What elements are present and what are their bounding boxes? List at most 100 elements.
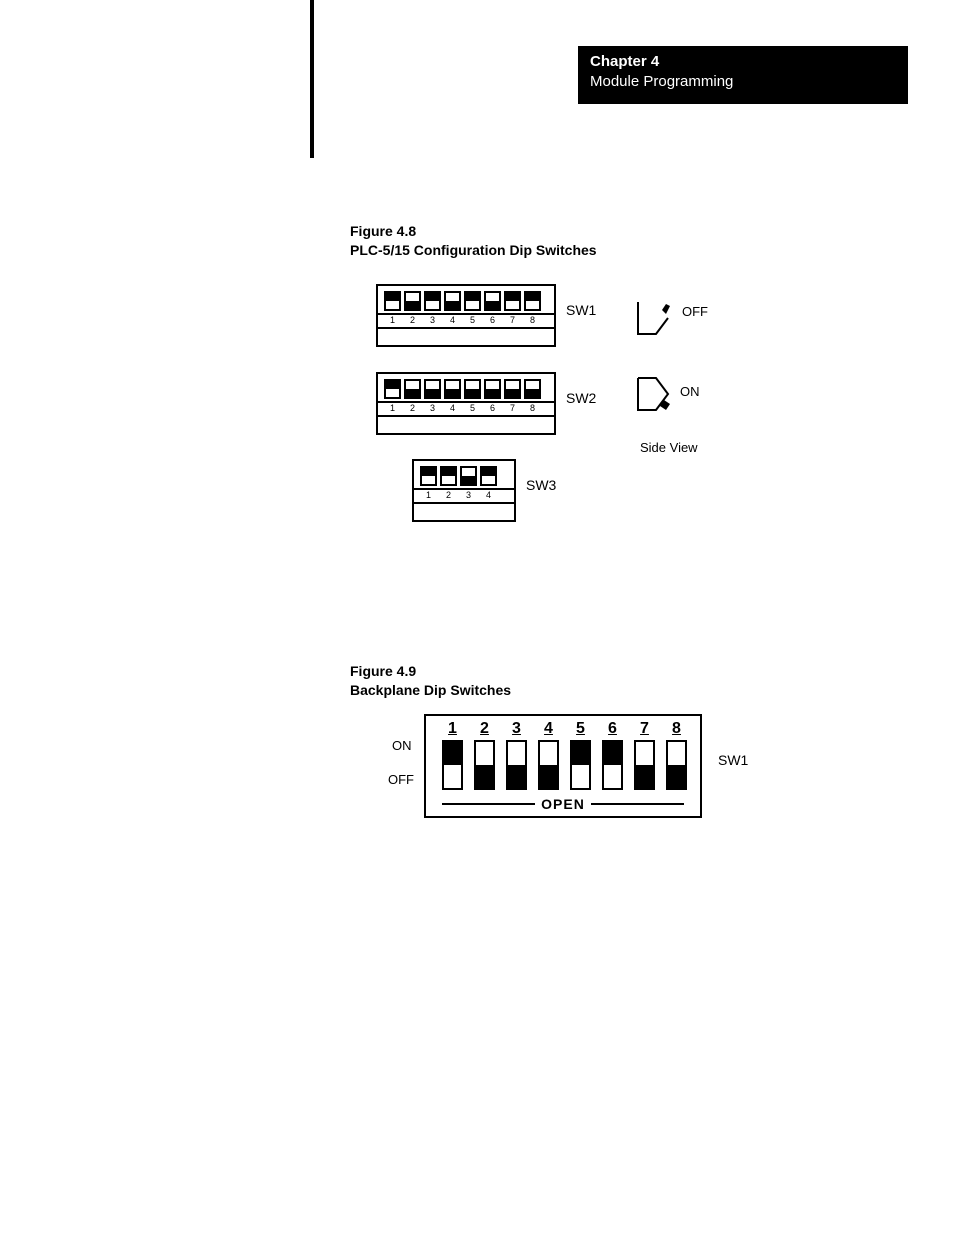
sw2-switches [378, 374, 554, 403]
sw2-switch-5 [464, 379, 481, 399]
backplane-switch-8 [666, 740, 687, 790]
rocker-icon [406, 301, 419, 309]
sw1-number-5: 5 [464, 315, 481, 325]
sw2-switch-7 [504, 379, 521, 399]
rocker-icon [476, 765, 493, 788]
sw2-number-2: 2 [404, 403, 421, 413]
vertical-rule [310, 0, 314, 158]
sw3-switch-4 [480, 466, 497, 486]
backplane-columns: 12345678 [426, 716, 700, 796]
rocker-icon [668, 765, 685, 788]
rocker-icon [386, 293, 399, 301]
rocker-icon [426, 293, 439, 301]
backplane-col-5: 5 [570, 720, 591, 790]
rocker-icon [482, 468, 495, 476]
rocker-icon [572, 742, 589, 765]
rocker-icon [426, 389, 439, 397]
open-line-left [442, 803, 535, 805]
sw1-switch-5 [464, 291, 481, 311]
rocker-icon [486, 301, 499, 309]
sw1-switch-7 [504, 291, 521, 311]
sw1-base [378, 329, 554, 345]
rocker-icon [506, 293, 519, 301]
sw3-number-1: 1 [420, 490, 437, 500]
backplane-block: 12345678 OPEN [424, 714, 702, 818]
backplane-switch-1 [442, 740, 463, 790]
sw2-numbers: 12345678 [378, 403, 554, 417]
backplane-number-7: 7 [640, 720, 649, 738]
sw1-label: SW1 [566, 302, 596, 318]
rocker-icon [406, 389, 419, 397]
sw3-switch-3 [460, 466, 477, 486]
rocker-off-icon [636, 300, 672, 336]
sw1-switch-6 [484, 291, 501, 311]
sw2-number-3: 3 [424, 403, 441, 413]
sw1-numbers: 12345678 [378, 315, 554, 329]
sw1-number-2: 2 [404, 315, 421, 325]
sw3-number-4: 4 [480, 490, 497, 500]
figure-4-9-caption: Figure 4.9 Backplane Dip Switches [350, 662, 511, 700]
backplane-switch-7 [634, 740, 655, 790]
sw3-label: SW3 [526, 477, 556, 493]
rocker-icon [508, 765, 525, 788]
sw1-number-7: 7 [504, 315, 521, 325]
figure-4-8-title: PLC-5/15 Configuration Dip Switches [350, 241, 597, 260]
side-view-on [636, 376, 672, 417]
side-view-off [636, 300, 672, 341]
header-chapter: Chapter 4 [590, 52, 896, 72]
sw1-number-3: 3 [424, 315, 441, 325]
backplane-switch-3 [506, 740, 527, 790]
backplane-number-8: 8 [672, 720, 681, 738]
rocker-icon [526, 293, 539, 301]
header-title: Module Programming [590, 72, 896, 92]
rocker-icon [446, 389, 459, 397]
backplane-number-2: 2 [480, 720, 489, 738]
sw2-switch-3 [424, 379, 441, 399]
open-line-right [591, 803, 684, 805]
backplane-number-3: 3 [512, 720, 521, 738]
backplane-col-2: 2 [474, 720, 495, 790]
sw1-number-6: 6 [484, 315, 501, 325]
sw3-switch-2 [440, 466, 457, 486]
figure-4-9-title: Backplane Dip Switches [350, 681, 511, 700]
rocker-icon [526, 389, 539, 397]
sw2-switch-4 [444, 379, 461, 399]
sw2-base [378, 417, 554, 433]
header-bar: Chapter 4 Module Programming [578, 46, 908, 104]
sw3-base [414, 504, 514, 520]
sw2-switch-2 [404, 379, 421, 399]
sw2-label: SW2 [566, 390, 596, 406]
sw1-switch-2 [404, 291, 421, 311]
sw2-switch-1 [384, 379, 401, 399]
backplane-sw1-label: SW1 [718, 752, 748, 768]
rocker-on-icon [636, 376, 672, 412]
figure-4-8-caption: Figure 4.8 PLC-5/15 Configuration Dip Sw… [350, 222, 597, 260]
rocker-icon [442, 468, 455, 476]
sw2-number-4: 4 [444, 403, 461, 413]
dip-block-sw1: 12345678 [376, 284, 556, 347]
backplane-switch-4 [538, 740, 559, 790]
sw1-switch-3 [424, 291, 441, 311]
rocker-icon [540, 765, 557, 788]
sw2-number-6: 6 [484, 403, 501, 413]
sw3-switch-1 [420, 466, 437, 486]
sw3-number-2: 2 [440, 490, 457, 500]
backplane-number-1: 1 [448, 720, 457, 738]
backplane-on-label: ON [392, 738, 412, 753]
rocker-icon [486, 389, 499, 397]
sw1-number-4: 4 [444, 315, 461, 325]
backplane-open-row: OPEN [426, 796, 700, 816]
sw2-number-7: 7 [504, 403, 521, 413]
backplane-col-6: 6 [602, 720, 623, 790]
backplane-col-3: 3 [506, 720, 527, 790]
sw2-number-1: 1 [384, 403, 401, 413]
sw2-number-8: 8 [524, 403, 541, 413]
rocker-icon [446, 301, 459, 309]
rocker-icon [386, 381, 399, 389]
sw1-number-8: 8 [524, 315, 541, 325]
sw2-switch-6 [484, 379, 501, 399]
side-view-caption: Side View [640, 440, 698, 455]
dip-block-sw3: 1234 [412, 459, 516, 522]
rocker-icon [506, 389, 519, 397]
backplane-col-8: 8 [666, 720, 687, 790]
